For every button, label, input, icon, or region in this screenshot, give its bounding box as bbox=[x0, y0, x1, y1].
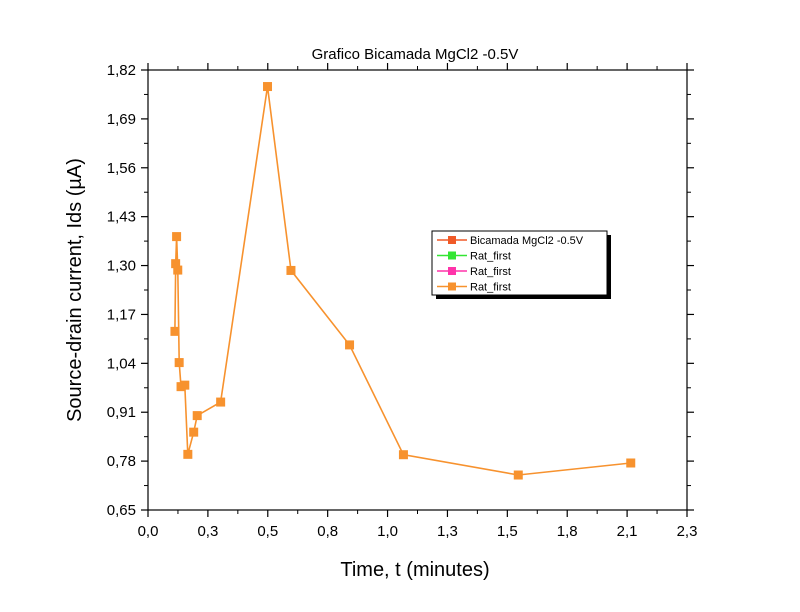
data-point bbox=[345, 340, 355, 350]
x-tick-label: 2,1 bbox=[617, 523, 638, 540]
legend-label: Rat_first bbox=[470, 266, 511, 278]
x-tick-label: 0,8 bbox=[317, 523, 338, 540]
data-point bbox=[174, 358, 184, 368]
data-point bbox=[626, 458, 636, 468]
data-point bbox=[180, 380, 190, 390]
legend-marker bbox=[448, 236, 456, 244]
data-point bbox=[513, 470, 523, 480]
legend-label: Rat_first bbox=[470, 251, 511, 263]
x-tick-label: 2,3 bbox=[677, 523, 698, 540]
y-tick-label: 1,56 bbox=[107, 160, 136, 177]
data-point bbox=[172, 232, 182, 242]
legend-label: Bicamada MgCl2 -0.5V bbox=[470, 235, 584, 247]
plot-area: 0,0 0,3 0,5 0,8 1,0 1,3 1,5 1,8 2,1 2,3 0,65 0,78 0,… bbox=[107, 62, 698, 540]
legend: Bicamada MgCl2 -0.5V Rat_first Rat_first Ra… bbox=[431, 230, 611, 299]
x-tick-label: 0,5 bbox=[257, 523, 278, 540]
x-tick-label: 1,8 bbox=[557, 523, 578, 540]
x-tick-label: 0,3 bbox=[197, 523, 218, 540]
data-point bbox=[183, 449, 193, 459]
y-tick-label: 1,69 bbox=[107, 111, 136, 128]
y-axis-title: Source-drain current, Ids (µA) bbox=[64, 158, 86, 422]
y-tick-label: 0,78 bbox=[107, 453, 136, 470]
data-point bbox=[216, 397, 226, 407]
y-tick-label: 1,30 bbox=[107, 258, 136, 275]
legend-marker bbox=[448, 267, 456, 275]
legend-marker bbox=[448, 282, 456, 291]
y-tick-label: 1,43 bbox=[107, 209, 136, 226]
y-tick-label: 0,91 bbox=[107, 404, 136, 421]
data-point bbox=[286, 265, 296, 275]
data-point bbox=[189, 427, 199, 437]
chart-title: Grafico Bicamada MgCl2 -0.5V bbox=[312, 46, 519, 63]
data-point bbox=[398, 450, 408, 460]
y-tick-label: 0,65 bbox=[107, 502, 136, 519]
legend-box bbox=[431, 230, 608, 296]
x-axis-title: Time, t (minutes) bbox=[340, 559, 489, 581]
x-tick-label: 1,3 bbox=[437, 523, 458, 540]
y-tick-label: 1,17 bbox=[107, 306, 136, 323]
y-tick-label: 1,04 bbox=[107, 355, 136, 372]
x-tick-label: 0,0 bbox=[138, 523, 159, 540]
legend-marker bbox=[448, 251, 456, 260]
y-tick-label: 1,82 bbox=[107, 62, 136, 79]
x-tick-label: 1,5 bbox=[497, 523, 518, 540]
data-point bbox=[263, 82, 273, 92]
data-point bbox=[173, 265, 183, 275]
x-tick-label: 1,0 bbox=[377, 523, 398, 540]
data-point bbox=[170, 326, 180, 336]
legend-label: Rat_first bbox=[470, 282, 511, 294]
data-point bbox=[192, 411, 202, 421]
